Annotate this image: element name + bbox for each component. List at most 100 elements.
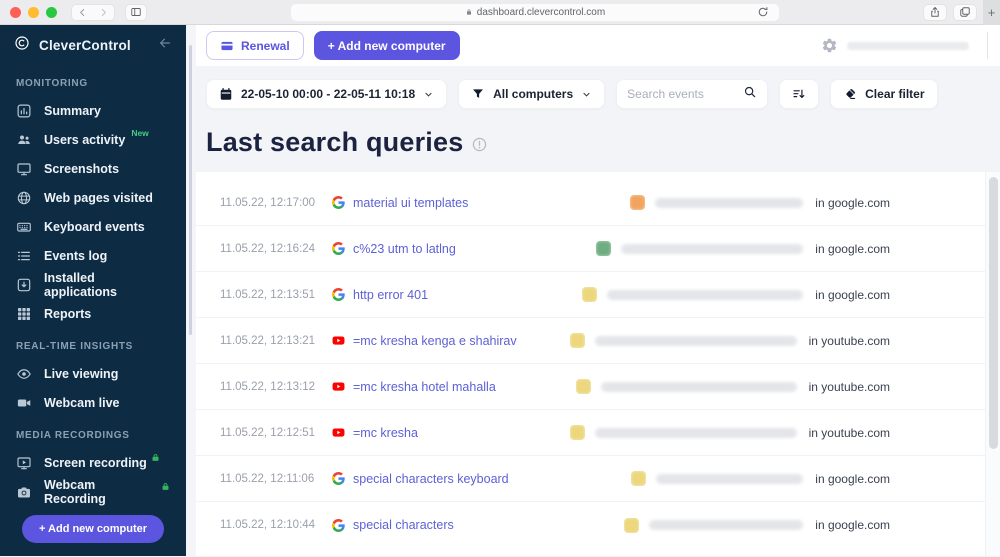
- content-scrollbar-thumb[interactable]: [989, 177, 998, 449]
- query-link[interactable]: =mc kresha kenga e shahirav: [353, 333, 517, 348]
- sidebar-item-installed-applications[interactable]: Installed applications: [0, 270, 186, 299]
- query-link[interactable]: =mc kresha: [353, 425, 418, 440]
- address-bar[interactable]: dashboard.clevercontrol.com: [291, 3, 779, 21]
- query-link[interactable]: special characters: [353, 518, 454, 532]
- youtube-icon: [332, 380, 345, 393]
- sidebar-item-live-viewing[interactable]: Live viewing: [0, 359, 186, 388]
- globe-icon: [16, 190, 32, 206]
- redacted-user-name: [607, 289, 804, 300]
- google-icon: [332, 288, 345, 301]
- brand-row: CleverControl: [0, 25, 186, 65]
- domain-label: in google.com: [815, 518, 890, 532]
- info-icon[interactable]: [472, 137, 487, 152]
- user-avatar: [596, 241, 612, 256]
- chevron-down-icon: [423, 89, 434, 100]
- sidebar-item-summary[interactable]: Summary: [0, 96, 186, 125]
- query-link[interactable]: c%23 utm to latlng: [353, 241, 456, 256]
- redacted-user-name: [621, 243, 804, 254]
- eraser-icon: [843, 87, 857, 101]
- add-new-computer-button[interactable]: + Add new computer: [313, 31, 460, 60]
- close-window-button[interactable]: [10, 6, 21, 18]
- timestamp: 11.05.22, 12:12:51: [220, 426, 316, 439]
- sidebar: CleverControl MONITORING Summary Users a…: [0, 25, 186, 556]
- app-window: CleverControl MONITORING Summary Users a…: [0, 25, 1000, 556]
- sidebar-item-reports[interactable]: Reports: [0, 299, 186, 328]
- renewal-button[interactable]: Renewal: [206, 31, 304, 60]
- sidebar-item-screen-recording[interactable]: Screen recording: [0, 448, 186, 477]
- chevron-down-icon: [581, 89, 592, 100]
- sidebar-section-monitoring: MONITORING: [16, 78, 88, 89]
- search-icon[interactable]: [743, 85, 757, 104]
- minimize-window-button[interactable]: [28, 6, 39, 18]
- sidebar-item-users-activity[interactable]: Users activity New: [0, 125, 186, 154]
- zoom-window-button[interactable]: [46, 6, 57, 18]
- redacted-user-name: [656, 473, 804, 484]
- query-link[interactable]: material ui templates: [353, 195, 469, 210]
- query-link[interactable]: special characters keyboard: [353, 471, 509, 486]
- user-avatar: [569, 333, 585, 348]
- redacted-user-name: [600, 381, 797, 392]
- search-queries-list: 11.05.22, 12:17:00 material ui templates…: [196, 172, 1000, 556]
- date-range-value: 22-05-10 00:00 - 22-05-11 10:18: [241, 87, 416, 101]
- credit-card-icon: [220, 39, 234, 53]
- forward-button[interactable]: [93, 7, 114, 18]
- computers-filter-dropdown[interactable]: All computers: [458, 79, 606, 109]
- google-icon: [332, 518, 345, 532]
- sidebar-add-computer-button[interactable]: + Add new computer: [21, 515, 165, 543]
- new-badge: New: [131, 128, 149, 138]
- clear-filter-button[interactable]: Clear filter: [830, 79, 938, 109]
- lock-icon: [161, 482, 170, 491]
- page-title: Last search queries: [206, 127, 464, 157]
- share-button[interactable]: [923, 3, 947, 21]
- redacted-user-name: [594, 427, 797, 438]
- sidebar-item-webcam-recording[interactable]: Webcam Recording: [0, 477, 186, 506]
- domain-label: in google.com: [815, 195, 890, 210]
- google-icon: [332, 472, 345, 485]
- blurred-account-name[interactable]: [847, 41, 969, 50]
- query-link[interactable]: =mc kresha hotel mahalla: [353, 379, 496, 394]
- sidebar-scrollbar-thumb[interactable]: [189, 45, 192, 335]
- summary-icon: [16, 103, 32, 119]
- search-query-row: 11.05.22, 12:10:44 special characters in…: [196, 502, 1000, 548]
- window-controls: [10, 6, 57, 18]
- screen-rec-icon: [16, 455, 32, 471]
- sidebar-item-web-pages-visited[interactable]: Web pages visited: [0, 183, 186, 212]
- youtube-icon: [332, 426, 345, 439]
- browser-chrome: dashboard.clevercontrol.com +: [0, 0, 1000, 25]
- content-scrollbar[interactable]: [985, 172, 1000, 556]
- lock-icon: [465, 8, 473, 16]
- sidebar-toggle-button[interactable]: [125, 3, 147, 21]
- query-rows: 11.05.22, 12:17:00 material ui templates…: [196, 172, 1000, 548]
- domain-label: in youtube.com: [808, 379, 890, 394]
- user-avatar: [569, 425, 585, 440]
- filter-bar: 22-05-10 00:00 - 22-05-11 10:18 All comp…: [196, 66, 1000, 119]
- date-range-picker[interactable]: 22-05-10 00:00 - 22-05-11 10:18: [206, 79, 448, 109]
- settings-gear-icon[interactable]: [821, 37, 838, 54]
- user-avatar: [630, 195, 646, 210]
- sidebar-item-webcam-live[interactable]: Webcam live: [0, 388, 186, 417]
- sidebar-item-screenshots[interactable]: Screenshots: [0, 154, 186, 183]
- reload-icon[interactable]: [757, 6, 769, 18]
- sort-button[interactable]: [779, 79, 820, 109]
- user-avatar: [582, 287, 598, 302]
- collapse-sidebar-button[interactable]: [158, 36, 172, 55]
- sidebar-item-label: Webcam Recording: [44, 477, 106, 506]
- apps-icon: [16, 277, 32, 293]
- user-avatar: [631, 471, 647, 486]
- sidebar-section-media-recordings: MEDIA RECORDINGS: [16, 430, 130, 441]
- sidebar-scrollbar[interactable]: [186, 25, 196, 556]
- search-events-input[interactable]: [627, 87, 738, 101]
- sidebar-item-label: Screenshots: [44, 161, 120, 176]
- timestamp: 11.05.22, 12:11:06: [220, 472, 315, 485]
- main-content: Renewal + Add new computer 22-05-10 00:0…: [196, 25, 1000, 556]
- timestamp: 11.05.22, 12:13:51: [220, 288, 316, 301]
- tabs-overview-button[interactable]: [953, 3, 977, 21]
- back-button[interactable]: [72, 7, 93, 18]
- sidebar-item-keyboard-events[interactable]: Keyboard events: [0, 212, 186, 241]
- sidebar-section-real-time-insights: REAL-TIME INSIGHTS: [16, 341, 134, 352]
- query-link[interactable]: http error 401: [353, 287, 429, 302]
- new-tab-button[interactable]: +: [983, 0, 1000, 25]
- search-query-row: 11.05.22, 12:12:51 =mc kresha in youtube…: [196, 410, 1000, 456]
- search-query-row: 11.05.22, 12:13:12 =mc kresha hotel maha…: [196, 364, 1000, 410]
- sidebar-item-events-log[interactable]: Events log: [0, 241, 186, 270]
